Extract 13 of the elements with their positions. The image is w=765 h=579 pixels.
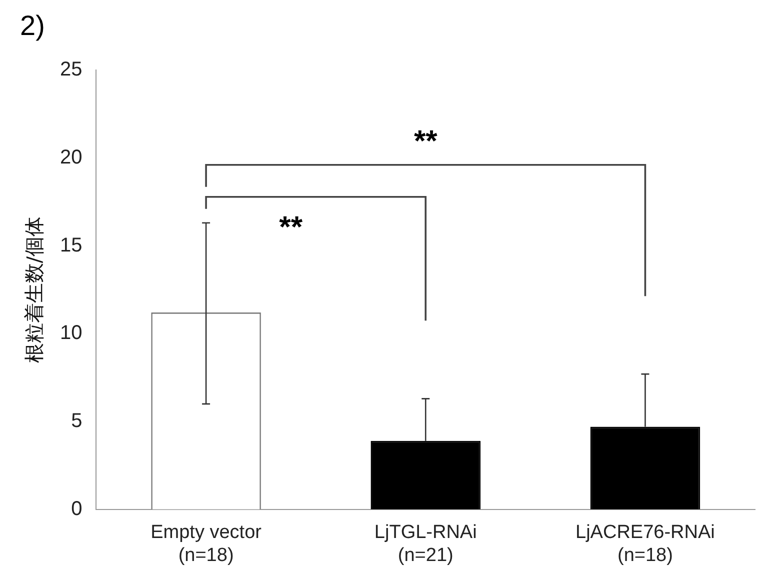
y-tick-label: 0 — [71, 498, 82, 520]
annotation: ** — [279, 211, 303, 244]
annotation: ** — [414, 125, 438, 158]
y-axis-title: 根粒着生数/個体 — [22, 216, 46, 364]
y-tick-label: 25 — [60, 58, 82, 81]
y-tick-label: 20 — [60, 146, 82, 168]
y-tick-label: 15 — [60, 234, 82, 256]
x-tick-label: Empty vector (n=18) — [150, 522, 262, 566]
x-tick-label: LjTGL-RNAi (n=21) — [374, 522, 477, 566]
x-tick-label: LjACRE76-RNAi (n=18) — [576, 522, 715, 566]
y-tick-label: 5 — [71, 410, 82, 432]
chart-title: 2) — [20, 10, 45, 42]
y-tick-label: 10 — [60, 322, 82, 344]
